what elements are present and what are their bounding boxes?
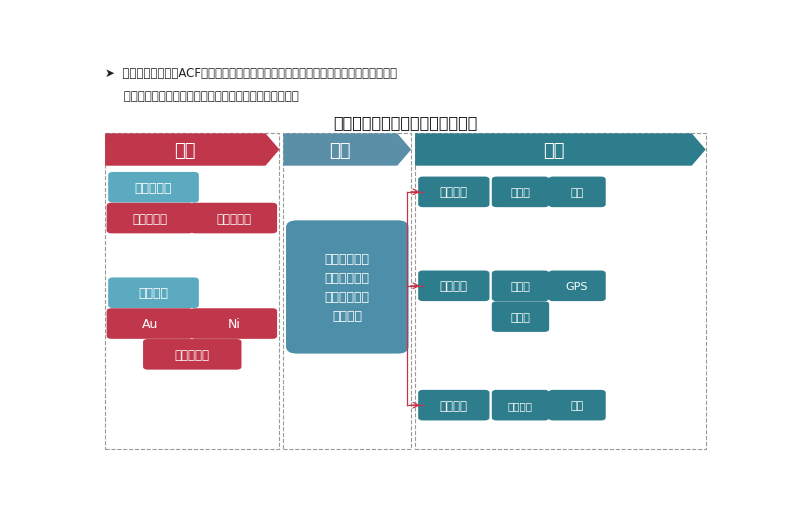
Text: 热塑性树脂: 热塑性树脂	[133, 212, 168, 225]
FancyBboxPatch shape	[191, 204, 277, 234]
FancyBboxPatch shape	[418, 177, 490, 208]
Text: 导电粒子: 导电粒子	[138, 287, 168, 300]
Bar	[105, 134, 279, 449]
FancyBboxPatch shape	[191, 308, 277, 339]
Bar	[415, 134, 706, 449]
Polygon shape	[283, 134, 411, 166]
Bar	[283, 134, 411, 449]
Text: 电视机: 电视机	[510, 281, 531, 291]
FancyBboxPatch shape	[107, 308, 194, 339]
Text: 打印机: 打印机	[510, 187, 531, 197]
Text: 热固性树脂: 热固性树脂	[216, 212, 252, 225]
Text: GPS: GPS	[566, 281, 589, 291]
Text: 电脑设备: 电脑设备	[440, 186, 467, 199]
FancyBboxPatch shape	[492, 302, 549, 332]
FancyBboxPatch shape	[548, 177, 606, 208]
Text: 电子书: 电子书	[510, 312, 531, 322]
FancyBboxPatch shape	[108, 278, 199, 308]
Text: 消费电子: 消费电子	[440, 280, 467, 293]
Text: Ni: Ni	[227, 318, 240, 330]
Text: 上游: 上游	[175, 141, 196, 159]
FancyBboxPatch shape	[548, 271, 606, 301]
Text: 数码相机: 数码相机	[508, 401, 533, 410]
FancyBboxPatch shape	[107, 204, 194, 234]
Text: 銀及锡合金: 銀及锡合金	[175, 348, 210, 361]
FancyBboxPatch shape	[108, 173, 199, 203]
Text: 业，下游为移动设备、电脑设备、消费电子等终端应用。: 业，下游为移动设备、电脑设备、消费电子等终端应用。	[105, 90, 299, 103]
FancyBboxPatch shape	[548, 390, 606, 420]
Text: Au: Au	[142, 318, 158, 330]
FancyBboxPatch shape	[286, 221, 408, 354]
Text: 加工流程一般
分为搅拌、涂
层、分割、卷
带、封装: 加工流程一般 分为搅拌、涂 层、分割、卷 带、封装	[325, 252, 369, 322]
Text: 移动设备: 移动设备	[440, 399, 467, 412]
Polygon shape	[105, 134, 279, 166]
Text: 手机: 手机	[570, 401, 584, 410]
Text: 下游: 下游	[543, 141, 564, 159]
FancyBboxPatch shape	[143, 340, 241, 370]
FancyBboxPatch shape	[418, 271, 490, 301]
Text: 硬盘: 硬盘	[570, 187, 584, 197]
Text: 树脂黏着剂: 树脂黏着剂	[134, 181, 172, 194]
Text: 异方性导电胶膜产业链结构示意图: 异方性导电胶膜产业链结构示意图	[333, 115, 478, 130]
FancyBboxPatch shape	[492, 271, 549, 301]
Text: 中游: 中游	[330, 141, 351, 159]
FancyBboxPatch shape	[418, 390, 490, 420]
FancyBboxPatch shape	[492, 390, 549, 420]
Text: ➤  异方性导电胶膜（ACF）的上游为树脂黏着剂、导电粒子等原材料，中游为加工制造企: ➤ 异方性导电胶膜（ACF）的上游为树脂黏着剂、导电粒子等原材料，中游为加工制造…	[105, 67, 397, 80]
Polygon shape	[415, 134, 706, 166]
FancyBboxPatch shape	[492, 177, 549, 208]
